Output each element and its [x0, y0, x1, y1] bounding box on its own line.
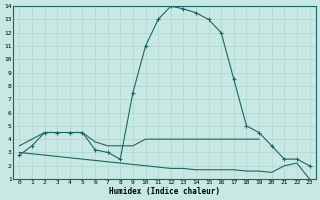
X-axis label: Humidex (Indice chaleur): Humidex (Indice chaleur)	[109, 187, 220, 196]
